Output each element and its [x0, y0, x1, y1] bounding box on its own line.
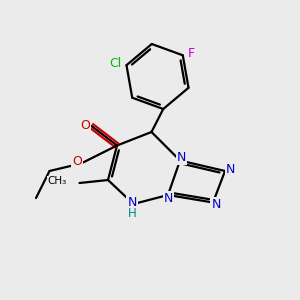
Text: Cl: Cl: [109, 57, 121, 70]
Text: O: O: [81, 119, 90, 132]
Text: N: N: [177, 151, 186, 164]
Text: F: F: [188, 47, 195, 60]
Text: N: N: [127, 196, 137, 209]
Text: N: N: [226, 163, 235, 176]
Text: N: N: [211, 198, 221, 212]
Text: O: O: [73, 154, 82, 168]
Text: H: H: [128, 207, 136, 220]
Text: CH₃: CH₃: [48, 176, 67, 187]
Text: N: N: [164, 192, 173, 205]
